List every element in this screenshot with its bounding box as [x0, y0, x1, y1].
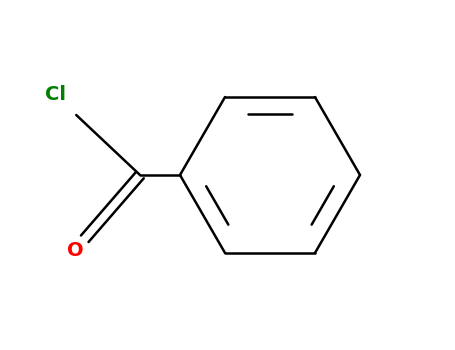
Text: Cl: Cl	[45, 85, 66, 105]
Text: O: O	[67, 240, 83, 259]
